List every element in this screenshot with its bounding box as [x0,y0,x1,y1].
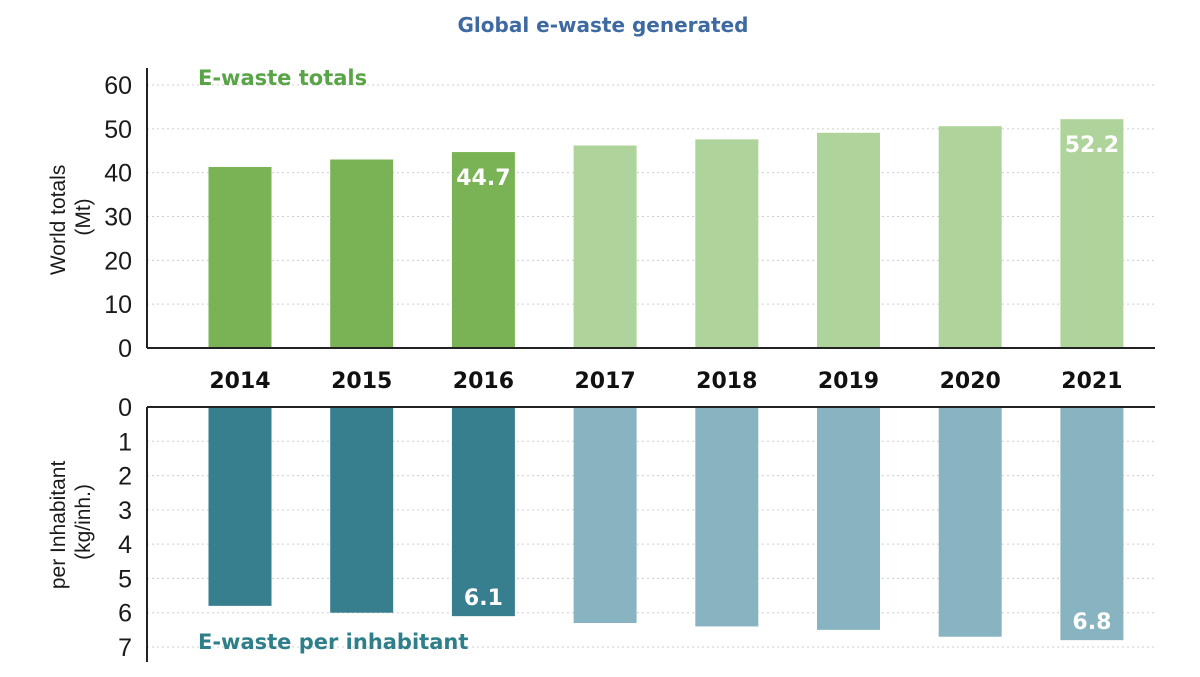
top-data-label: 44.7 [456,166,510,191]
bottom-bar-2014 [208,407,272,606]
top-bar-2015 [330,159,394,348]
top-bar-2019 [817,132,880,348]
bottom-data-label: 6.1 [464,586,503,611]
top-bars [208,119,1124,348]
bottom-panel-label: E-waste per inhabitant [198,630,468,654]
bottom-gridlines [147,440,1155,648]
top-y-tick-label: 10 [104,291,132,319]
top-bar-2017 [573,145,637,348]
x-category-labels: 2014 2015 2016 2017 2018 2019 2020 2021 [209,369,1122,394]
bottom-y-axis-title-line1: per Inhabitant [47,461,70,590]
top-panel-label: E-waste totals [198,66,367,90]
top-bar-2014 [208,166,272,348]
year-label-2017: 2017 [574,369,635,394]
bottom-y-axis-title: per Inhabitant (kg/inh.) [47,455,95,589]
top-y-ticks: 0 10 20 30 40 50 60 [104,72,132,363]
bottom-y-tick-label: 7 [118,634,132,662]
bottom-bar-2017 [573,407,637,623]
bottom-bar-2018 [695,407,759,627]
top-y-tick-label: 60 [104,72,132,100]
bottom-y-axis-title-line2: (kg/inh.) [72,484,95,560]
top-gridlines [147,84,1155,305]
bottom-bar-2021 [1060,407,1124,641]
top-y-tick-label: 50 [104,116,132,144]
top-y-tick-label: 0 [118,335,132,363]
top-y-axis-title-line2: (Mt) [72,198,95,235]
bottom-y-tick-label: 0 [118,394,132,422]
top-y-axis-title-line1: World totals [47,165,70,276]
bottom-y-tick-label: 4 [118,531,132,559]
bottom-bar-2020 [938,407,1002,637]
bottom-y-tick-label: 6 [118,600,132,628]
top-bar-2020 [938,126,1002,348]
year-label-2018: 2018 [696,369,757,394]
bottom-bar-2016 [451,407,515,617]
top-y-axis-title: World totals (Mt) [47,159,95,275]
top-bar-2016 [451,152,515,348]
chart-title: Global e-waste generated [458,13,749,37]
bottom-bars [208,407,1124,641]
year-label-2016: 2016 [453,369,514,394]
bottom-y-tick-label: 5 [118,565,132,593]
data-labels: 44.7 52.2 6.1 6.8 [456,133,1119,635]
top-bar-2018 [695,139,759,348]
top-y-tick-label: 30 [104,204,132,232]
year-label-2019: 2019 [818,369,879,394]
top-data-label: 52.2 [1065,133,1119,158]
year-label-2020: 2020 [940,369,1001,394]
year-label-2014: 2014 [209,369,270,394]
bottom-y-ticks: 0 1 2 3 4 5 6 7 [118,394,132,662]
top-bar-2021 [1060,119,1124,348]
bottom-y-tick-label: 1 [118,428,132,456]
year-label-2021: 2021 [1061,369,1122,394]
top-y-tick-label: 20 [104,247,132,275]
bottom-y-tick-label: 2 [118,463,132,491]
top-y-tick-label: 40 [104,160,132,188]
bottom-bar-2019 [817,407,880,630]
year-label-2015: 2015 [331,369,392,394]
bottom-bar-2015 [330,407,394,613]
bottom-y-tick-label: 3 [118,497,132,525]
bottom-data-label: 6.8 [1072,610,1111,635]
